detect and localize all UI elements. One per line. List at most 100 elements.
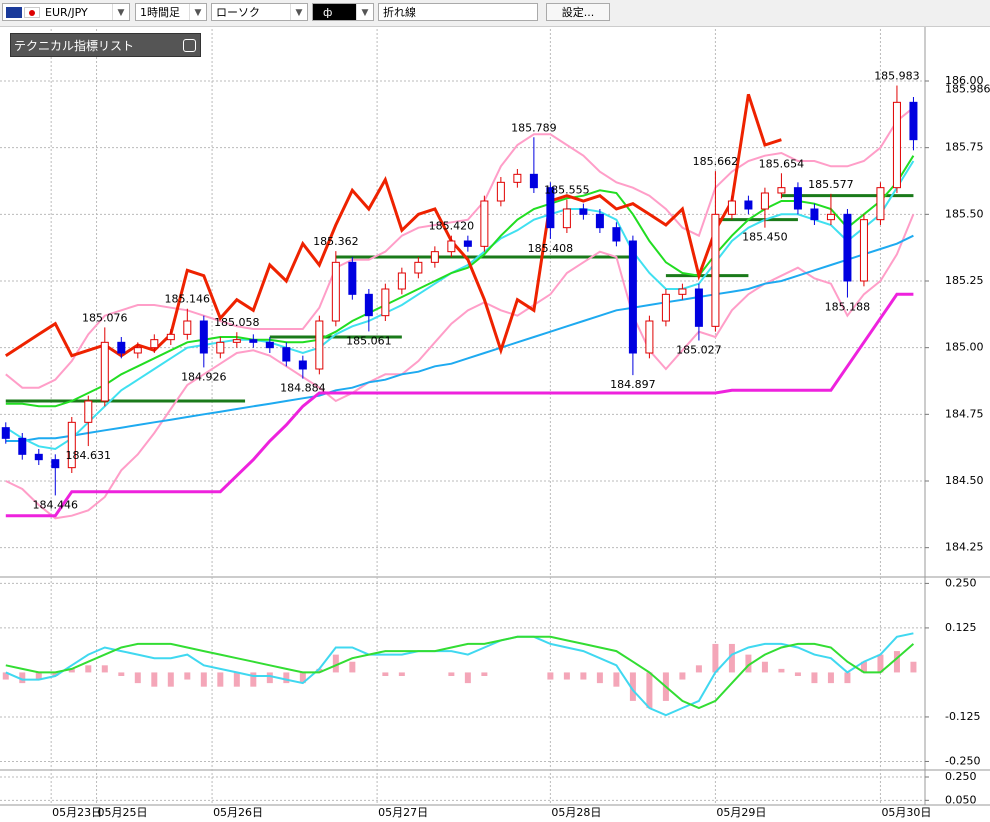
candle-body [315,320,324,370]
indicator-list-panel[interactable]: テクニカル指標リスト [10,33,201,57]
candle-body [34,453,43,461]
histogram-bar [283,672,290,684]
price-label: 184.897 [610,378,656,391]
settings: 設定... [561,6,595,19]
candle-body [727,200,736,215]
candle-body [282,347,291,362]
y-tick-label: 184.25 [945,541,984,554]
panel-title: テクニカル指標リスト [14,39,135,53]
histogram-bar [19,672,26,684]
candle-body [84,400,93,423]
candle-body [826,213,835,221]
histogram-bar [382,672,389,676]
histogram-bar [118,672,125,676]
histogram-bar [68,668,75,673]
candle-body [232,339,241,343]
y-tick-label: 185.75 [945,141,984,154]
histogram-bar [481,672,488,676]
price-label: 185.027 [676,343,722,356]
candle-body [628,240,637,354]
histogram-bar [596,672,603,684]
indicator: ф [323,6,333,19]
y-tick-label: 185.25 [945,274,984,287]
histogram-bar [299,672,306,684]
candle-body [133,347,142,354]
settings-button[interactable]: 設定... [546,3,610,21]
price-label: 185.420 [429,220,475,233]
price-label: 185.555 [544,184,590,197]
candle-body [150,339,159,349]
candle-body [117,341,126,354]
x-tick-label: 05月29日 [716,806,766,819]
histogram-bar [52,672,59,676]
price-label: 185.058 [214,316,260,329]
candle-body [496,181,505,202]
histogram-bar [877,654,884,673]
symbol-select[interactable]: EUR/JPY ▼ [2,3,130,21]
price-label: 184.631 [66,449,112,462]
price-label: 185.450 [742,231,788,244]
candle-body [909,101,918,141]
x-tick-label: 05月25日 [98,806,148,819]
line-type-field[interactable]: 折れ線 [378,3,538,21]
timeframe: 1時間足 [140,6,180,19]
plot-area [0,25,925,805]
price-label: 185.577 [808,178,854,191]
candle-body [562,208,571,229]
histogram-bar [464,672,471,684]
macd-line [5,635,915,710]
histogram-bar [233,672,240,687]
candle-body [892,101,901,189]
candle-body [859,219,868,282]
timeframe-select[interactable]: 1時間足 ▼ [135,3,207,21]
candle-body [298,360,307,370]
indicator-line [5,106,915,389]
candle-body [100,341,109,402]
candle-body [199,320,208,354]
candle-body [447,240,456,253]
price-label: 185.076 [82,311,128,324]
histogram-bar [200,672,207,687]
style-select[interactable]: ローソク ▼ [211,3,308,21]
histogram-bar [613,672,620,687]
indicator-select[interactable]: ф ▼ [312,3,374,21]
price-label: 185.061 [346,334,392,347]
candle-body [67,421,76,469]
x-tick-label: 05月26日 [213,806,263,819]
price-label: 184.884 [280,382,326,395]
eu-flag [6,7,22,18]
histogram-bar [448,672,455,676]
last-price-label: 185.986 [945,83,990,96]
candle-body [579,208,588,215]
y-tick-label: 0.050 [945,793,977,806]
histogram-bar [2,672,9,680]
histogram-bar [35,672,42,680]
indicator-line [5,292,914,518]
panel-icon [183,39,196,52]
candle-body [529,173,538,189]
histogram-bar [827,672,834,684]
candle-body [744,200,753,210]
candle-body [843,213,852,282]
histogram-bar [728,643,735,673]
candle-body [18,437,27,455]
y-tick-label: 0.250 [945,770,977,783]
histogram-bar [580,672,587,680]
histogram-bar [85,665,92,673]
indicator-line [5,155,915,408]
x-tick-label: 05月30日 [881,806,931,819]
y-tick-label: -0.250 [945,754,980,767]
candle-body [51,459,60,469]
histogram-bar [679,672,686,680]
candle-body [1,427,10,439]
candle-body [480,200,489,247]
histogram-bar [794,672,801,676]
histogram-bar [184,672,191,680]
candle-body [777,187,786,194]
price-label: 185.188 [825,301,871,314]
x-tick-label: 05月27日 [378,806,428,819]
indicator-line [4,93,782,358]
histogram-bar [547,672,554,680]
